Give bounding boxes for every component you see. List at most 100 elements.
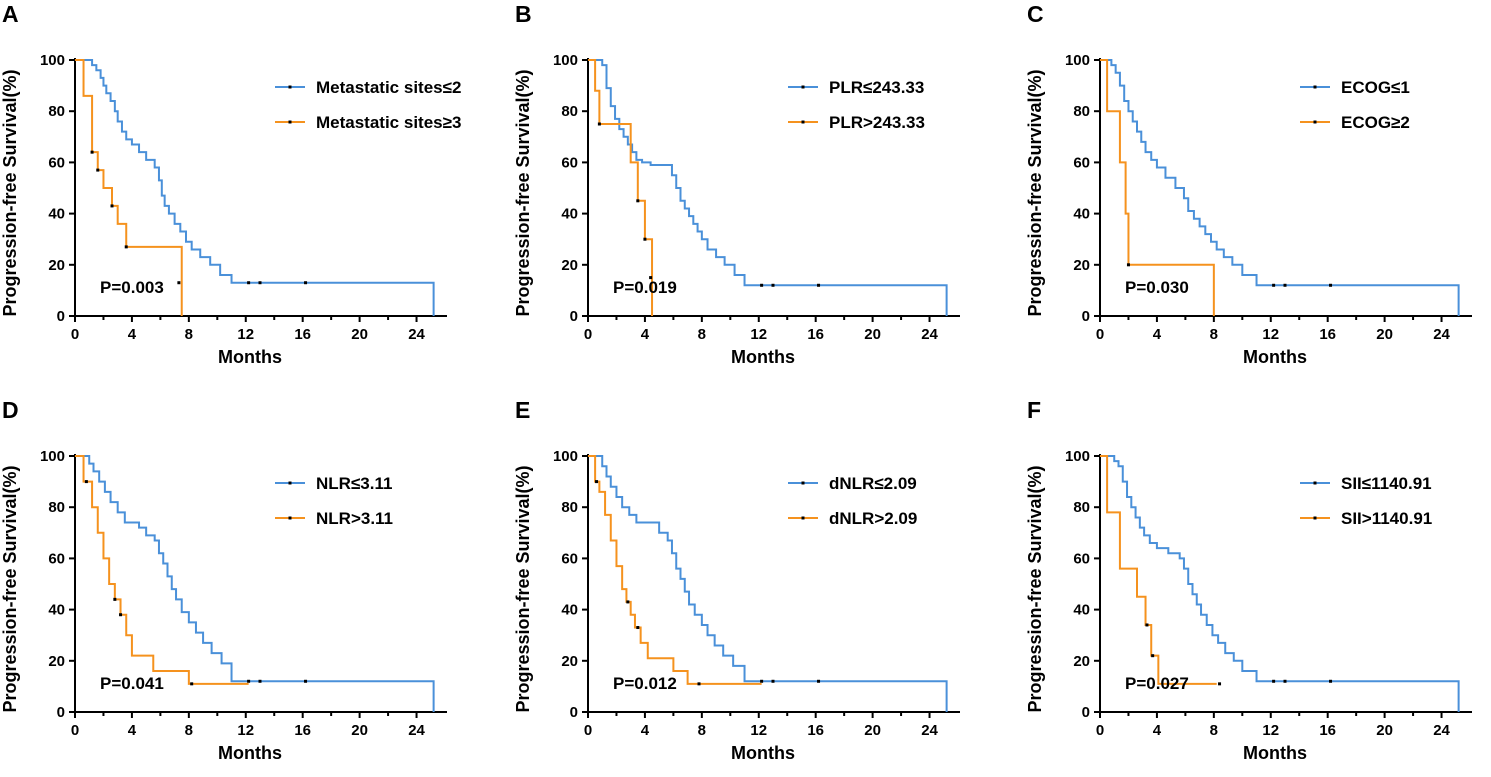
y-tick-label: 80 — [1073, 499, 1090, 516]
y-tick-label: 20 — [1073, 257, 1090, 274]
panel-letter: D — [2, 397, 19, 423]
series-line-orange — [1100, 455, 1217, 685]
y-axis-title: Progression-free Survival(%) — [0, 69, 20, 316]
y-tick-label: 0 — [570, 308, 578, 325]
y-tick-label: 100 — [40, 52, 65, 69]
censor-mark — [119, 613, 123, 617]
x-tick-label: 24 — [1433, 722, 1450, 739]
y-axis-title: Progression-free Survival(%) — [513, 69, 533, 316]
x-tick-label: 0 — [71, 326, 79, 343]
y-tick-label: 20 — [48, 653, 65, 670]
y-tick-label: 20 — [48, 257, 65, 274]
panel-a: A 0 20 40 60 80 100 0 4 8 12 16 20 24 Months Progressio… — [0, 0, 497, 388]
x-tick-label: 8 — [1210, 326, 1218, 343]
censor-mark — [1218, 682, 1222, 686]
legend-label: ECOG≤1 — [1341, 78, 1410, 97]
y-tick-label: 40 — [1073, 206, 1090, 223]
panel-letter: B — [515, 1, 532, 27]
legend-marker — [288, 85, 292, 89]
censor-mark — [258, 281, 262, 285]
series-line-blue — [1100, 455, 1460, 712]
censor-mark — [626, 600, 630, 604]
x-tick-label: 12 — [750, 722, 767, 739]
panel-b: B 0 20 40 60 80 100 0 4 8 12 16 20 24 Months Progressio… — [513, 0, 1010, 388]
censor-mark — [1272, 283, 1276, 287]
y-tick-label: 60 — [48, 154, 65, 171]
y-tick-label: 80 — [48, 499, 65, 516]
p-value-label: P=0.030 — [1125, 278, 1189, 297]
censor-mark — [177, 281, 181, 285]
y-tick-label: 80 — [48, 103, 65, 120]
legend-marker — [1313, 85, 1317, 89]
y-tick-label: 40 — [561, 602, 578, 619]
x-axis-title: Months — [1243, 743, 1307, 763]
x-tick-label: 20 — [864, 722, 881, 739]
censor-mark — [697, 682, 701, 686]
p-value-label: P=0.027 — [1125, 674, 1189, 693]
x-tick-label: 0 — [1096, 722, 1104, 739]
panel-letter: A — [2, 1, 19, 27]
km-plot-c: C 0 20 40 60 80 100 0 4 8 12 16 20 24 Months Progressio… — [1025, 1, 1472, 367]
x-tick-label: 24 — [921, 326, 938, 343]
panel-letter: E — [515, 397, 530, 423]
censor-mark — [96, 168, 100, 172]
x-tick-label: 20 — [351, 722, 368, 739]
x-tick-label: 20 — [864, 326, 881, 343]
km-plot-e: E 0 20 40 60 80 100 0 4 8 12 16 20 24 Months Progressio… — [513, 397, 960, 763]
censor-mark — [760, 283, 764, 287]
x-tick-label: 20 — [1376, 326, 1393, 343]
y-tick-label: 60 — [1073, 550, 1090, 567]
panel-d: D 0 20 40 60 80 100 0 4 8 12 16 20 24 Months Progressio… — [0, 396, 497, 777]
legend-marker — [801, 120, 805, 124]
censor-mark — [113, 597, 117, 601]
x-tick-label: 16 — [1319, 326, 1336, 343]
censor-mark — [771, 679, 775, 683]
y-tick-label: 80 — [561, 499, 578, 516]
censor-mark — [595, 480, 599, 484]
censor-mark — [1329, 283, 1333, 287]
y-tick-label: 0 — [57, 704, 65, 721]
legend-label: PLR≤243.33 — [829, 78, 924, 97]
panel-letter: C — [1027, 1, 1044, 27]
km-plot-d: D 0 20 40 60 80 100 0 4 8 12 16 20 24 Months Progressio… — [0, 397, 447, 763]
legend-marker — [1313, 481, 1317, 485]
censor-mark — [817, 679, 821, 683]
x-tick-label: 16 — [807, 326, 824, 343]
censor-mark — [1126, 263, 1130, 267]
x-tick-label: 4 — [1153, 326, 1162, 343]
censor-mark — [1283, 679, 1287, 683]
series-line-blue — [588, 455, 948, 712]
x-tick-label: 12 — [750, 326, 767, 343]
y-tick-label: 40 — [1073, 602, 1090, 619]
censor-mark — [90, 150, 94, 154]
y-tick-label: 100 — [1065, 448, 1090, 465]
censor-mark — [1272, 679, 1276, 683]
y-tick-label: 0 — [1082, 704, 1090, 721]
censor-mark — [597, 122, 601, 126]
legend-marker — [288, 516, 292, 520]
panel-c: C 0 20 40 60 80 100 0 4 8 12 16 20 24 Months Progressio… — [1025, 0, 1491, 388]
x-tick-label: 0 — [1096, 326, 1104, 343]
censor-mark — [124, 245, 128, 249]
y-tick-label: 0 — [570, 704, 578, 721]
x-tick-label: 24 — [921, 722, 938, 739]
censor-mark — [247, 281, 251, 285]
censor-mark — [636, 199, 640, 203]
legend-marker — [1313, 516, 1317, 520]
x-tick-label: 24 — [1433, 326, 1450, 343]
censor-mark — [304, 679, 308, 683]
series-line-blue — [75, 59, 435, 316]
censor-mark — [304, 281, 308, 285]
legend-marker — [801, 481, 805, 485]
x-tick-label: 24 — [408, 722, 425, 739]
km-plot-b: B 0 20 40 60 80 100 0 4 8 12 16 20 24 Months Progressio… — [513, 1, 960, 367]
panel-letter: F — [1027, 397, 1041, 423]
y-tick-label: 40 — [561, 206, 578, 223]
y-tick-label: 0 — [57, 308, 65, 325]
x-tick-label: 20 — [351, 326, 368, 343]
y-tick-label: 60 — [561, 154, 578, 171]
censor-mark — [649, 276, 653, 280]
km-plot-f: F 0 20 40 60 80 100 0 4 8 12 16 20 24 Months Progressio… — [1025, 397, 1472, 763]
x-tick-label: 4 — [641, 722, 650, 739]
y-tick-label: 20 — [561, 257, 578, 274]
